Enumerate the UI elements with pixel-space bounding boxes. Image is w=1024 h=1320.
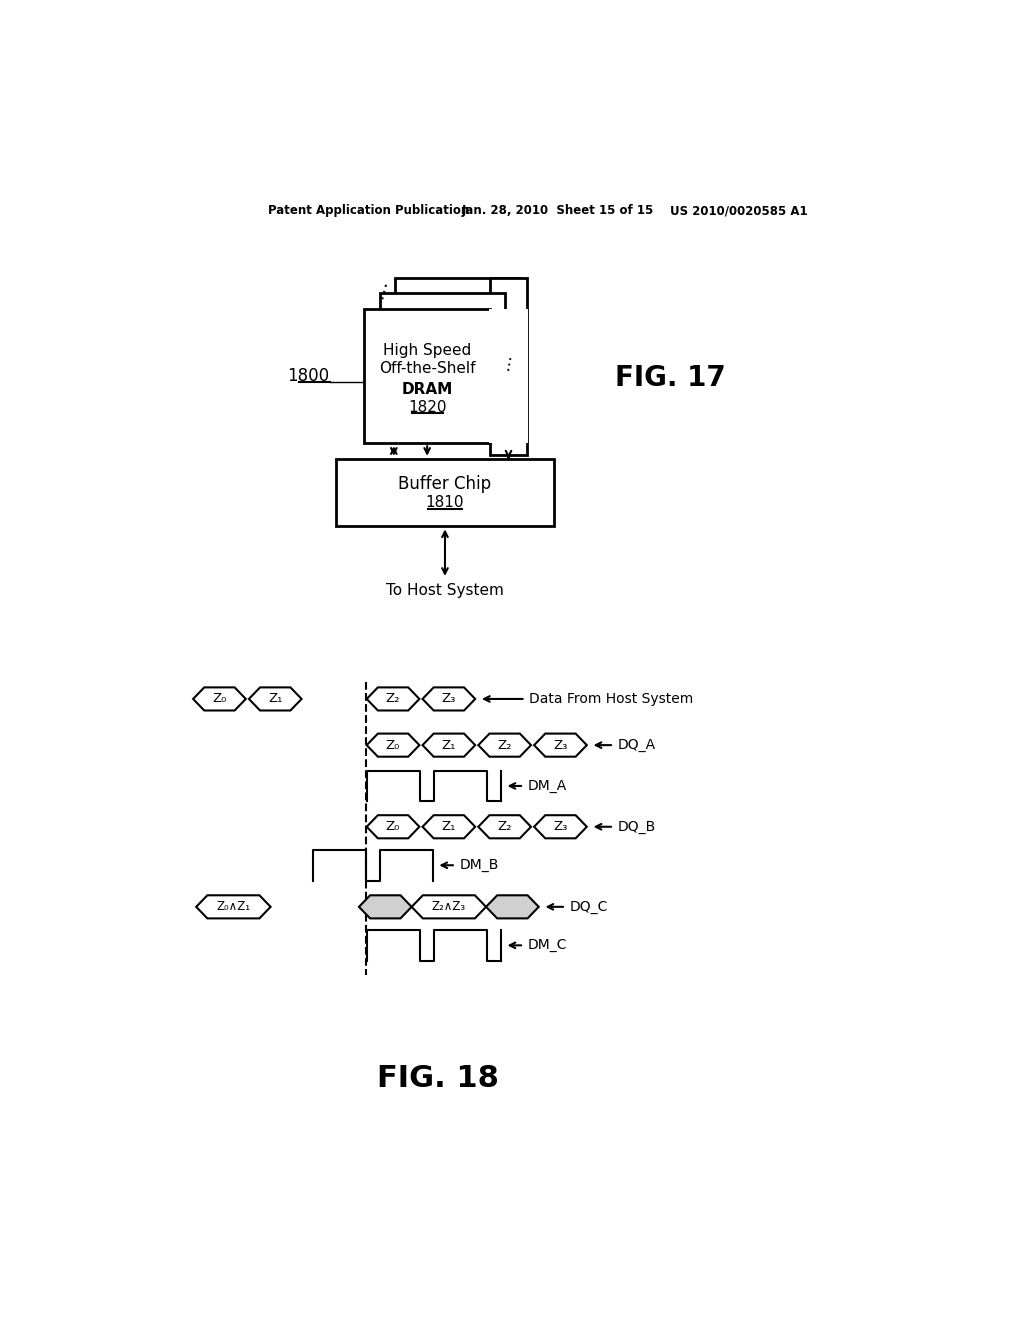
- Polygon shape: [367, 688, 420, 710]
- Text: Z₂: Z₂: [386, 693, 400, 705]
- Text: High Speed: High Speed: [383, 343, 471, 359]
- Text: Z₁: Z₁: [268, 693, 283, 705]
- Polygon shape: [423, 734, 475, 756]
- Text: DQ_A: DQ_A: [617, 738, 656, 752]
- Text: Z₀: Z₀: [386, 820, 400, 833]
- Text: Z₃: Z₃: [441, 693, 456, 705]
- Text: DM_C: DM_C: [528, 939, 567, 952]
- Text: 1810: 1810: [426, 495, 464, 510]
- Text: Z₀: Z₀: [212, 693, 226, 705]
- Text: Z₂: Z₂: [498, 739, 512, 751]
- Polygon shape: [478, 734, 531, 756]
- Polygon shape: [535, 734, 587, 756]
- Polygon shape: [423, 816, 475, 838]
- Polygon shape: [367, 816, 420, 838]
- Polygon shape: [194, 688, 246, 710]
- Polygon shape: [535, 816, 587, 838]
- Polygon shape: [423, 688, 475, 710]
- Text: 1800: 1800: [287, 367, 329, 384]
- Text: Z₁: Z₁: [441, 739, 456, 751]
- Text: ⋯: ⋯: [372, 277, 395, 301]
- Text: FIG. 18: FIG. 18: [377, 1064, 499, 1093]
- Text: DRAM: DRAM: [401, 381, 453, 397]
- Text: Z₀: Z₀: [386, 739, 400, 751]
- Text: ⋯: ⋯: [499, 352, 519, 372]
- Text: Z₀∧Z₁: Z₀∧Z₁: [216, 900, 251, 913]
- Polygon shape: [478, 816, 531, 838]
- FancyBboxPatch shape: [489, 309, 528, 444]
- Text: Z₂: Z₂: [498, 820, 512, 833]
- Text: Patent Application Publication: Patent Application Publication: [267, 205, 469, 218]
- Text: Z₃: Z₃: [553, 739, 567, 751]
- Text: DQ_B: DQ_B: [617, 820, 656, 834]
- Text: DM_A: DM_A: [528, 779, 567, 793]
- Polygon shape: [197, 895, 270, 919]
- FancyBboxPatch shape: [365, 309, 489, 444]
- Text: To Host System: To Host System: [386, 583, 504, 598]
- Polygon shape: [412, 895, 486, 919]
- Text: 1820: 1820: [408, 400, 446, 414]
- FancyBboxPatch shape: [336, 459, 554, 527]
- Polygon shape: [359, 895, 412, 919]
- Text: DM_B: DM_B: [460, 858, 499, 873]
- Text: Z₃: Z₃: [553, 820, 567, 833]
- Text: Z₂∧Z₃: Z₂∧Z₃: [432, 900, 466, 913]
- Text: US 2010/0020585 A1: US 2010/0020585 A1: [671, 205, 808, 218]
- FancyBboxPatch shape: [380, 293, 506, 428]
- Text: Data From Host System: Data From Host System: [529, 692, 693, 706]
- Text: Buffer Chip: Buffer Chip: [398, 475, 492, 494]
- Polygon shape: [367, 734, 420, 756]
- Polygon shape: [249, 688, 302, 710]
- Text: Z₁: Z₁: [441, 820, 456, 833]
- FancyBboxPatch shape: [489, 277, 527, 455]
- Polygon shape: [486, 895, 539, 919]
- Text: FIG. 17: FIG. 17: [615, 364, 726, 392]
- Text: Jan. 28, 2010  Sheet 15 of 15: Jan. 28, 2010 Sheet 15 of 15: [461, 205, 653, 218]
- Text: DQ_C: DQ_C: [569, 900, 608, 913]
- Text: Off-the-Shelf: Off-the-Shelf: [379, 362, 475, 376]
- FancyBboxPatch shape: [395, 277, 521, 412]
